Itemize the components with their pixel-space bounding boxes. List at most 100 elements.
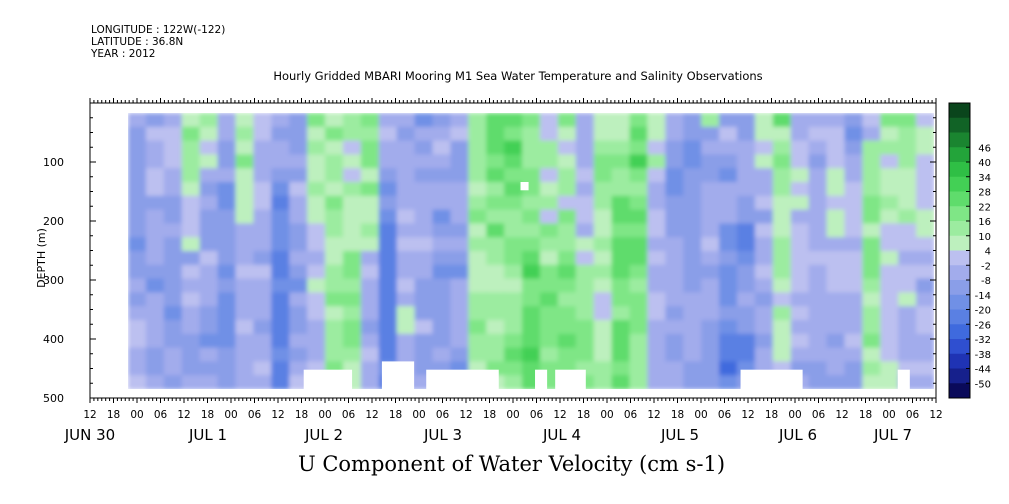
heatmap-cell [880, 333, 899, 349]
heatmap-cell [289, 237, 308, 252]
heatmap-cell [325, 168, 344, 183]
heatmap-cell [916, 333, 934, 349]
heatmap-cell [826, 292, 846, 307]
heatmap-cell [432, 278, 451, 293]
heatmap-cell [539, 113, 559, 128]
x-tick-label: 12 [459, 409, 472, 421]
heatmap-cell [325, 278, 344, 293]
heatmap-cell [719, 168, 738, 183]
heatmap-cell [916, 209, 934, 224]
heatmap-cell [468, 182, 487, 197]
heatmap-cell [163, 113, 183, 128]
heatmap-cell [199, 113, 219, 128]
heatmap-cell [683, 375, 702, 389]
heatmap-cell [808, 182, 828, 197]
heatmap-cell [719, 223, 738, 238]
heatmap-cell [486, 251, 505, 266]
heatmap-cell [862, 292, 881, 307]
heatmap-cell [199, 347, 219, 362]
colorbar-swatch [949, 221, 970, 237]
heatmap-cell [325, 347, 344, 362]
heatmap-cell [898, 264, 917, 280]
x-tick-label: 12 [365, 409, 378, 421]
heatmap-cell [128, 251, 147, 266]
heatmap-cell [396, 223, 416, 238]
heatmap-cell [683, 195, 702, 211]
heatmap-cell [342, 126, 362, 142]
heatmap-cell [665, 168, 684, 183]
heatmap-cell [736, 209, 756, 224]
heatmap-cell [450, 209, 469, 224]
heatmap-cell [217, 333, 237, 349]
heatmap-cell [235, 182, 254, 197]
heatmap-cell [504, 251, 523, 266]
x-tick-label: 00 [130, 409, 143, 421]
heatmap-cell [593, 292, 613, 307]
x-axis-title: U Component of Water Velocity (cm s-1) [0, 452, 1009, 476]
heatmap-cell [683, 209, 702, 224]
heatmap-cell [629, 237, 649, 252]
heatmap-cell [880, 126, 899, 142]
heatmap-cell [862, 251, 881, 266]
heatmap-cell [450, 154, 469, 169]
heatmap-cell [844, 292, 863, 307]
heatmap-cell [128, 126, 147, 142]
heatmap-cell [289, 306, 308, 321]
heatmap-cell [665, 264, 684, 280]
heatmap-cell [611, 168, 631, 183]
heatmap-cell [647, 375, 666, 389]
heatmap-cell [289, 209, 308, 224]
heatmap-cell [701, 126, 720, 142]
heatmap-cell [593, 140, 613, 155]
heatmap-cell [790, 237, 810, 252]
heatmap-cell [235, 320, 254, 335]
heatmap-cell [128, 375, 147, 389]
heatmap-cell [790, 195, 810, 211]
heatmap-cell [217, 168, 237, 183]
heatmap-cell [898, 347, 917, 362]
heatmap-cell [378, 154, 398, 169]
heatmap-cell [539, 292, 559, 307]
colorbar-swatch [949, 250, 970, 266]
heatmap-cell [790, 154, 810, 169]
heatmap-cell [325, 223, 344, 238]
heatmap-cell [898, 154, 917, 169]
heatmap-cell [522, 320, 541, 335]
heatmap-cell [253, 264, 272, 280]
heatmap-cell [128, 209, 147, 224]
heatmap-cell [289, 126, 308, 142]
heatmap-cell [701, 292, 720, 307]
heatmap-cell [396, 320, 416, 335]
heatmap-cell [504, 361, 523, 376]
heatmap-cell [432, 237, 451, 252]
heatmap-cell [289, 375, 308, 389]
heatmap-cell [486, 292, 505, 307]
heatmap-cell [880, 154, 899, 169]
heatmap-cell [862, 140, 881, 155]
heatmap-cell [665, 195, 684, 211]
heatmap-cell [414, 292, 434, 307]
heatmap-cell [289, 320, 308, 335]
heatmap-cell [360, 292, 380, 307]
heatmap-cell [504, 292, 523, 307]
heatmap-cell [181, 251, 201, 266]
heatmap-cell [253, 375, 272, 389]
heatmap-cell [504, 306, 523, 321]
heatmap-cell [342, 306, 362, 321]
heatmap-cell [844, 237, 863, 252]
heatmap-cell [665, 223, 684, 238]
heatmap-cell [253, 113, 272, 128]
heatmap-cell [647, 320, 666, 335]
heatmap-cell [880, 168, 899, 183]
heatmap-cell [647, 237, 666, 252]
heatmap-cell [468, 251, 487, 266]
heatmap-cell [181, 237, 201, 252]
y-tick-label: 100 [43, 156, 64, 169]
heatmap-cell [772, 306, 792, 321]
heatmap-cell [486, 140, 505, 155]
heatmap-cell [719, 278, 738, 293]
heatmap-cell [271, 306, 290, 321]
heatmap-cell [307, 154, 326, 169]
colorbar-label: 40 [978, 158, 991, 169]
heatmap-cell [629, 320, 649, 335]
